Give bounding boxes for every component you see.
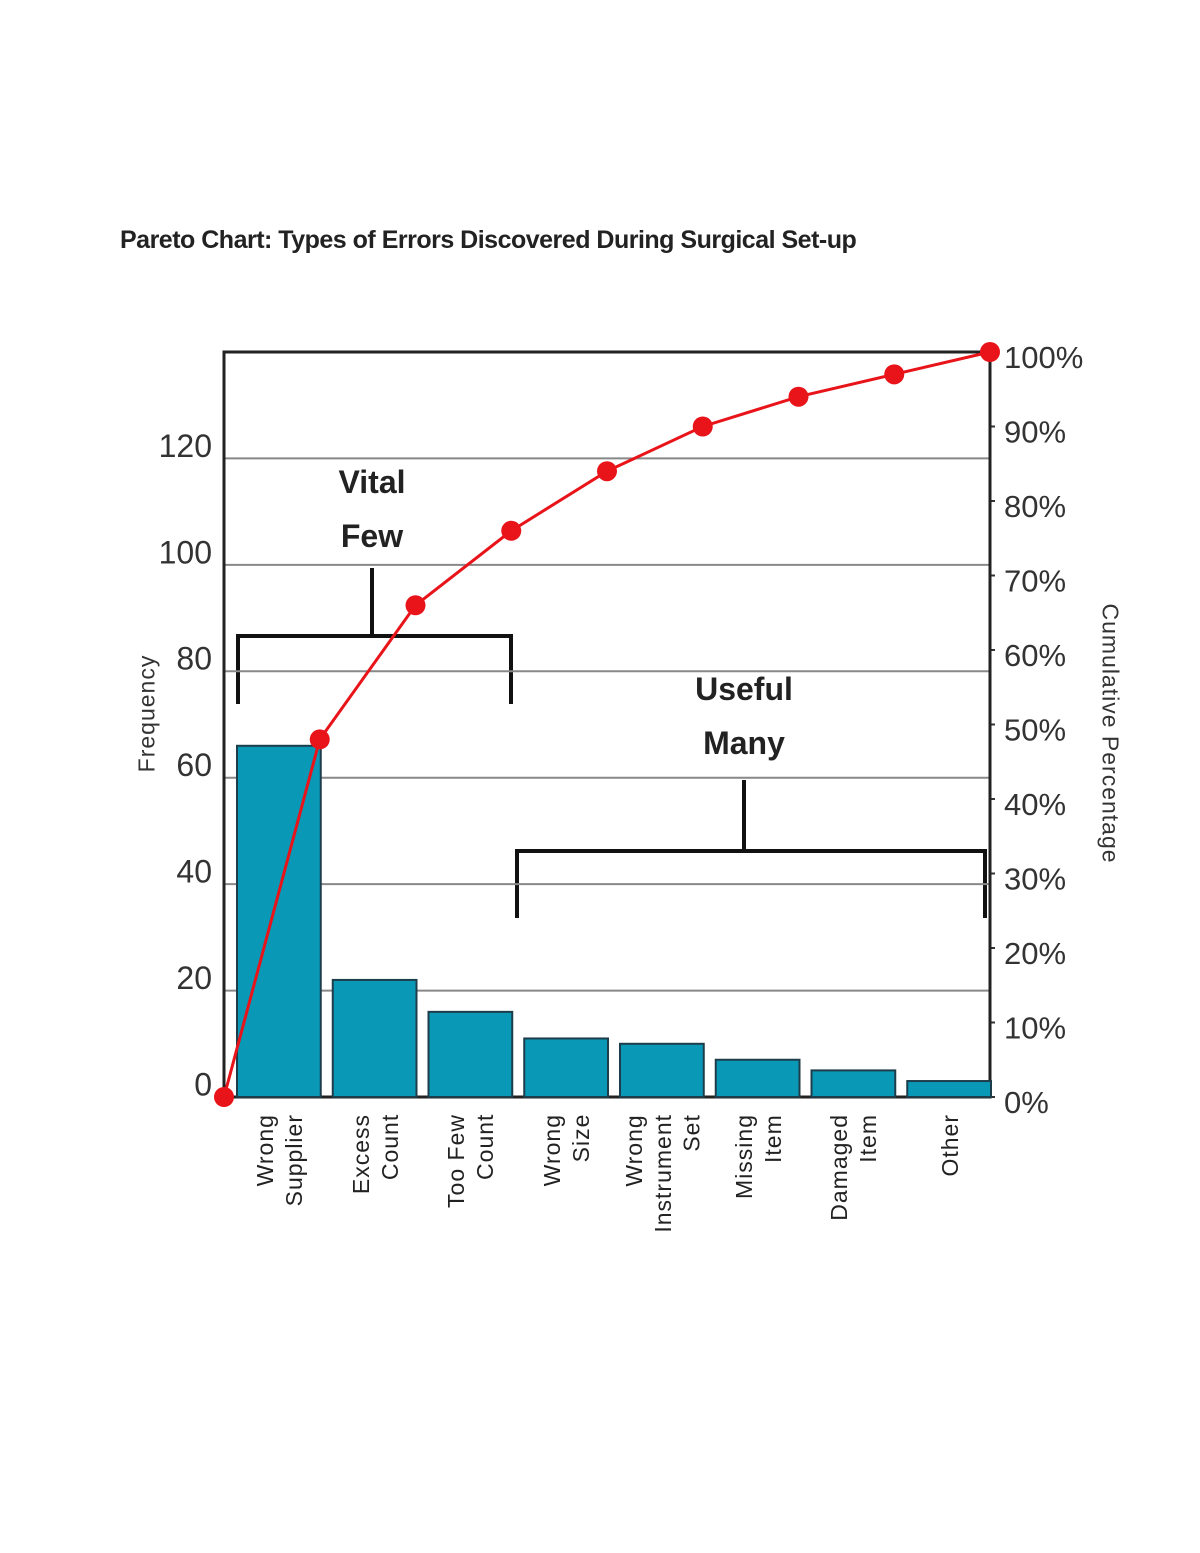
y-tick-label: 120 [159,428,212,464]
chart-title: Pareto Chart: Types of Errors Discovered… [120,226,857,254]
origin-dot [214,1087,234,1107]
y2-tick-label: 80% [1004,489,1066,524]
cumulative-point [884,364,905,385]
y2-tick-label: 90% [1004,415,1066,450]
cumulative-point [405,595,426,616]
y2-tick-label: 60% [1004,638,1066,673]
bar [523,1037,609,1098]
annotation: Useful Many [695,671,793,762]
y2-tick-label: 40% [1004,787,1066,822]
x-tick-label: Wrong Instrument Set [620,1114,705,1233]
origin-segment [222,739,322,1098]
bar [714,1058,801,1098]
cumulative-point [692,416,713,437]
y2-axis-label: Cumulative Percentage [1097,603,1124,864]
x-tick-label: Wrong Supplier [251,1114,307,1207]
vital-few-bracket [236,634,513,704]
bar [906,1080,992,1099]
bar [236,744,322,1098]
x-tick-label: Excess Count [347,1114,403,1195]
bar [619,1042,705,1099]
x-tick-label: Missing Item [730,1114,786,1199]
x-tick-label: Damaged Item [826,1114,882,1221]
y-tick-label: 60 [176,747,212,783]
y-tick-label: 20 [176,960,212,996]
y-axis-label: Frequency [133,654,160,773]
brackets [236,568,987,918]
y2-tick-label: 30% [1004,862,1066,897]
y-tick-label: 100 [159,534,212,570]
x-tick-label: Other [936,1114,963,1177]
cumulative-point [597,461,617,482]
x-tick-label: Too Few Count [443,1114,499,1208]
x-tick-label: Wrong Size [539,1114,594,1187]
bar [427,1010,514,1098]
y-tick-label: 0 [194,1066,212,1102]
cumulative-point [788,386,809,407]
cumulative-point [501,520,522,541]
y-tick-label: 80 [176,641,212,677]
y2-tick-label: 70% [1004,564,1066,599]
y2-tick-label: 0% [1004,1085,1049,1120]
cumulative-line [214,342,1000,1107]
y2-tick-label: 100% [1004,340,1083,375]
cumulative-line-path [318,350,991,741]
y-tick-label: 40 [176,854,212,890]
y2-tick-label: 50% [1004,713,1066,748]
y2-tick-label: 20% [1004,936,1066,971]
bar [810,1069,897,1098]
annotation: Vital Few [338,464,406,555]
y2-tick-label: 10% [1004,1011,1066,1046]
bar [331,978,418,1099]
cumulative-point [980,342,1000,362]
cumulative-point [309,729,330,750]
